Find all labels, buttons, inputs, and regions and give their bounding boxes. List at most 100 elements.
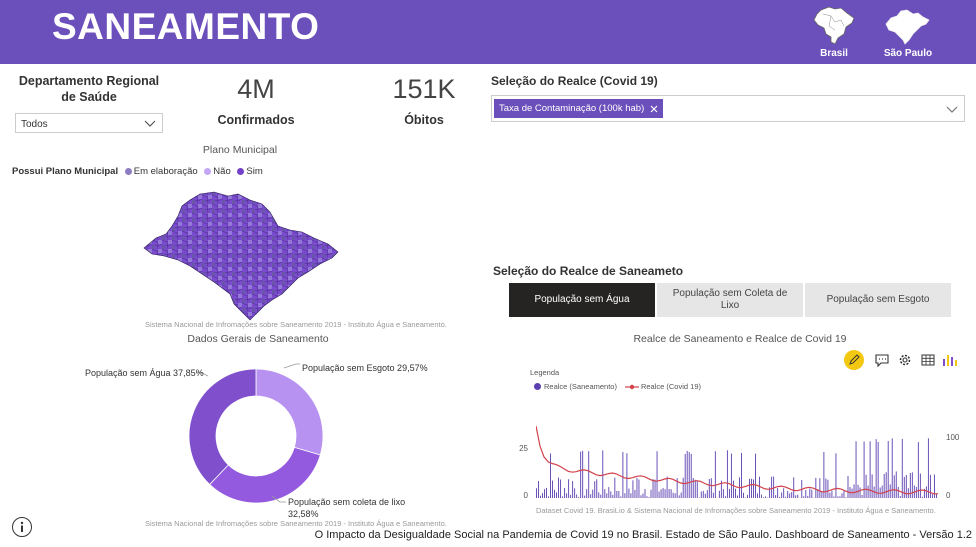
map-title: Plano Municipal <box>202 144 278 156</box>
bar <box>710 478 712 498</box>
donut-slice-sem-esgoto[interactable] <box>255 368 324 456</box>
bar <box>929 474 931 498</box>
nav-button-sao-paulo[interactable]: São Paulo <box>878 4 938 62</box>
covid-selected-tag-label: Taxa de Contaminação (100k hab) <box>499 103 645 114</box>
page-title: SANEAMENTO <box>52 6 320 47</box>
bar <box>787 490 789 498</box>
bar <box>759 476 761 498</box>
bar <box>562 496 564 498</box>
bar <box>847 475 849 498</box>
segment-populacao-sem-agua[interactable]: População sem Água <box>509 283 655 317</box>
info-button[interactable] <box>12 517 32 537</box>
legend-dot-sim <box>237 167 245 175</box>
bar <box>791 492 793 498</box>
bar <box>656 451 658 498</box>
sao-paulo-municipal-map[interactable] <box>142 186 342 322</box>
covid-highlight-dropdown[interactable]: Taxa de Contaminação (100k hab) <box>491 95 965 122</box>
donut-leader-line <box>196 371 209 377</box>
bar <box>911 472 913 498</box>
bar <box>935 493 937 498</box>
table-view-button[interactable] <box>919 351 937 369</box>
map-legend: Possui Plano Municipal Em elaboração Não… <box>12 166 263 177</box>
settings-button[interactable] <box>896 351 914 369</box>
chevron-down-icon <box>144 120 156 127</box>
bar <box>730 453 732 498</box>
bar <box>708 479 710 498</box>
covid-highlight-label: Seleção do Realce (Covid 19) <box>491 74 658 88</box>
y-left-tick-0: 0 <box>523 491 528 500</box>
donut-label-sem-esgoto: População sem Esgoto 29,57% <box>302 363 428 373</box>
nav-button-brasil[interactable]: Brasil <box>804 4 864 62</box>
segment-populacao-sem-esgoto[interactable]: População sem Esgoto <box>805 283 951 317</box>
edit-button[interactable] <box>844 350 864 370</box>
bar <box>853 484 855 498</box>
bar <box>855 441 857 498</box>
bar <box>734 488 736 498</box>
legend-dot-em-elaboracao <box>124 167 132 175</box>
bar <box>556 492 557 498</box>
kpi-deaths-label: Óbitos <box>404 113 444 127</box>
donut-slice-sem-agua[interactable] <box>188 368 257 485</box>
bar <box>925 486 927 498</box>
bar <box>761 494 763 498</box>
bar <box>678 495 680 498</box>
bar <box>706 490 708 498</box>
bar <box>668 488 670 498</box>
donut-label-sem-coleta-lixo-line1: População sem coleta de lixo <box>288 497 406 507</box>
bar <box>743 492 744 498</box>
kpi-confirmed-label: Confirmados <box>217 113 295 127</box>
bar <box>779 496 781 498</box>
bar <box>592 489 594 498</box>
sanitation-highlight-label: Seleção do Realce de Saneameto <box>493 264 684 278</box>
bar <box>704 493 706 498</box>
close-icon[interactable] <box>650 105 658 113</box>
segment-populacao-sem-coleta-lixo[interactable]: População sem Coleta de Lixo <box>657 283 803 317</box>
bar <box>753 479 754 498</box>
bar <box>648 497 650 498</box>
legend-label-realce-saneamento: Realce (Saneamento) <box>544 382 617 391</box>
bar <box>574 488 576 498</box>
bar <box>578 497 580 498</box>
bar <box>785 496 787 498</box>
visual-type-button[interactable] <box>940 351 958 369</box>
bar <box>737 495 738 498</box>
bar <box>654 479 656 498</box>
bar <box>672 492 674 498</box>
bar <box>614 477 616 498</box>
combo-chart-plot[interactable] <box>536 420 938 498</box>
bar <box>751 478 752 498</box>
bar <box>829 492 831 498</box>
bar <box>588 451 590 498</box>
map-legend-title: Possui Plano Municipal <box>12 166 119 177</box>
chart-legend: Realce (Saneamento) Realce (Covid 19) <box>534 382 701 391</box>
bar <box>536 488 537 498</box>
bar <box>859 487 861 498</box>
bar <box>881 485 883 498</box>
bar <box>897 486 899 498</box>
bar <box>608 487 610 498</box>
bar <box>837 496 839 498</box>
bar <box>628 488 630 498</box>
bar <box>827 479 829 498</box>
donut-slice-sem-coleta-lixo[interactable] <box>209 446 321 504</box>
bar <box>694 479 696 498</box>
bar <box>572 481 574 498</box>
bar <box>544 489 545 498</box>
bar <box>606 493 608 498</box>
sao-paulo-map-icon <box>885 9 930 45</box>
bar <box>686 450 688 498</box>
header-bar <box>0 0 976 64</box>
department-dropdown[interactable]: Todos <box>15 113 163 133</box>
sao-paulo-state-shape[interactable] <box>143 191 339 321</box>
bar <box>805 489 807 498</box>
comment-button[interactable] <box>873 351 891 369</box>
bar <box>634 489 636 498</box>
bar <box>931 494 933 498</box>
bar <box>871 474 873 498</box>
bar <box>650 489 652 498</box>
covid-selected-tag[interactable]: Taxa de Contaminação (100k hab) <box>494 99 664 118</box>
bar <box>568 479 570 498</box>
bar <box>867 485 869 498</box>
bar <box>718 490 720 498</box>
bar <box>688 452 690 498</box>
